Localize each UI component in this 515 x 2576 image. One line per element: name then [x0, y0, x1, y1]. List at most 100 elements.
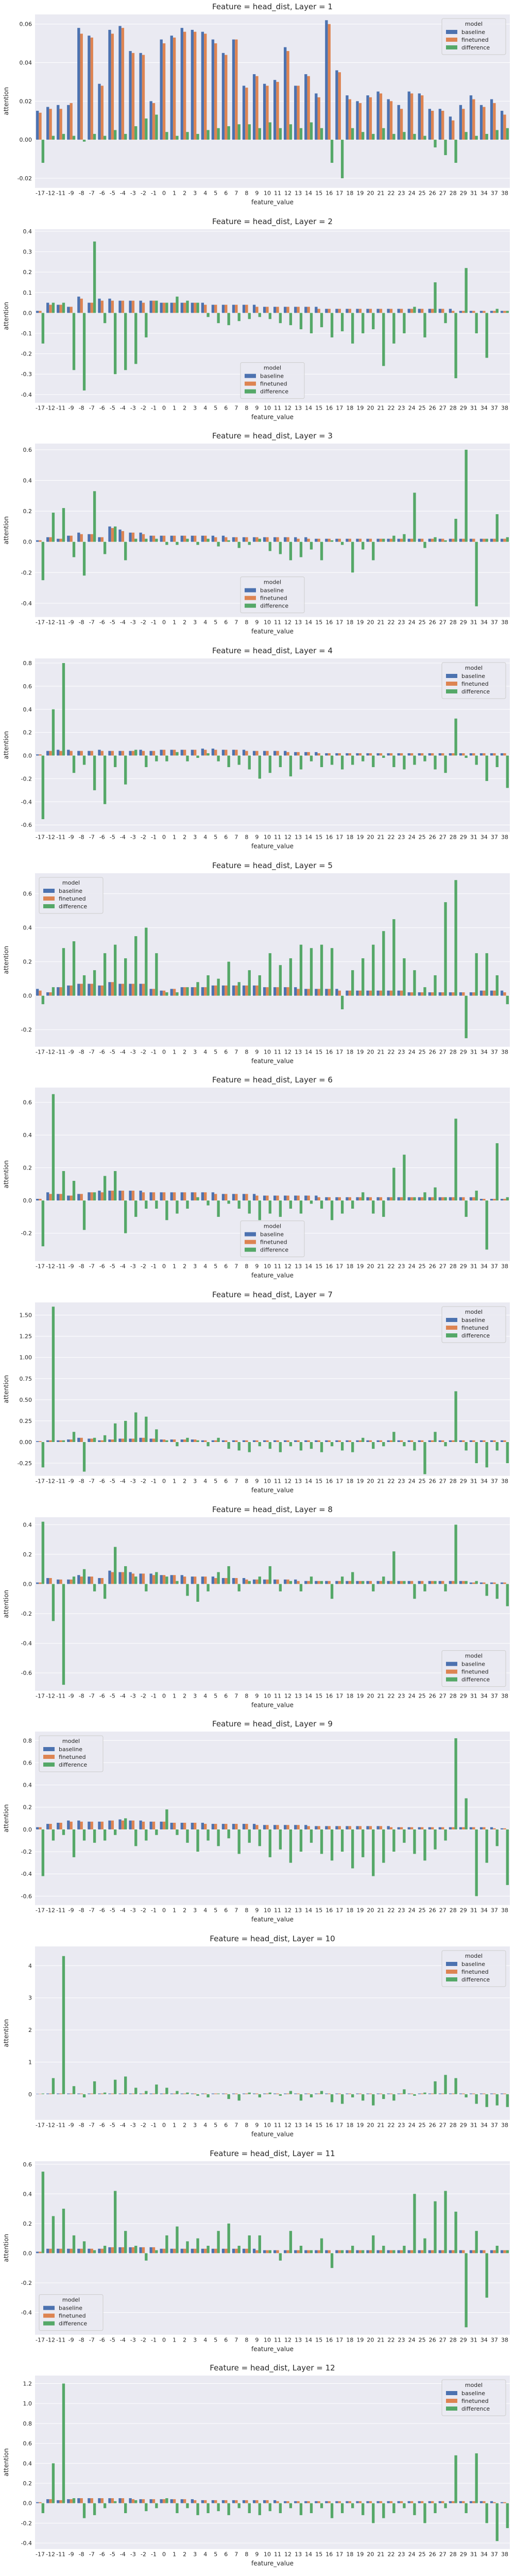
bar-baseline [438, 1827, 442, 1830]
bar-baseline [387, 539, 390, 543]
bar-difference [124, 958, 127, 996]
bar-difference [41, 1829, 45, 1876]
bar-baseline [284, 537, 287, 543]
bar-difference [351, 2503, 354, 2509]
bar-finetuned [276, 1825, 279, 1830]
x-tick-label: 5 [214, 1907, 217, 1914]
bar-finetuned [503, 1828, 506, 1830]
bar-baseline [397, 2250, 400, 2253]
bar-difference [340, 755, 344, 770]
x-tick-label: -1 [151, 1907, 157, 1914]
bar-baseline [500, 753, 504, 756]
legend-frame [441, 1650, 506, 1687]
x-tick-label: 17 [336, 1263, 343, 1270]
bar-finetuned [70, 1579, 73, 1584]
bar-finetuned [307, 1826, 310, 1830]
bar-finetuned [389, 309, 393, 313]
bar-baseline [304, 752, 307, 756]
bar-baseline [294, 1440, 297, 1442]
x-tick-label: 24 [408, 1478, 416, 1485]
bar-baseline [500, 1199, 504, 1201]
x-tick-label: -1 [151, 2551, 157, 2558]
bar-baseline [252, 1579, 256, 1584]
bar-finetuned [317, 539, 320, 543]
x-tick-label: 17 [336, 190, 343, 197]
bar-finetuned [328, 2501, 331, 2503]
bar-difference [237, 1584, 241, 1591]
bar-difference [362, 1581, 365, 1584]
bar-baseline [36, 540, 39, 543]
y-tick-label: 0.8 [23, 2420, 32, 2427]
bar-baseline [449, 309, 452, 313]
bar-baseline [366, 1197, 369, 1201]
bar-baseline [129, 1572, 132, 1584]
bar-finetuned [338, 753, 341, 756]
x-tick-label: 3 [193, 1048, 197, 1055]
chart-title: Feature = head_dist, Layer = 12 [210, 2363, 335, 2373]
x-tick-label: 20 [367, 2551, 374, 2558]
bar-baseline [88, 751, 91, 756]
bar-difference [289, 1200, 293, 1209]
bar-finetuned [204, 304, 207, 313]
x-tick-label: 14 [305, 1907, 312, 1914]
legend-title: model [465, 665, 483, 671]
bar-finetuned [389, 1581, 393, 1584]
bar-baseline [273, 1440, 277, 1442]
bar-difference [186, 2503, 189, 2509]
bar-finetuned [225, 750, 228, 756]
bar-finetuned [420, 753, 424, 756]
bar-baseline [170, 2499, 173, 2503]
bar-baseline [67, 2248, 70, 2253]
x-tick-label: -2 [141, 2336, 146, 2343]
bar-baseline [376, 309, 380, 313]
bar-baseline [438, 539, 442, 543]
x-tick-label: -7 [89, 1478, 95, 1485]
bar-finetuned [121, 1572, 125, 1584]
x-tick-label: 12 [284, 1692, 291, 1699]
x-tick-label: 12 [284, 1478, 291, 1485]
bar-finetuned [100, 1822, 104, 1830]
bar-difference [155, 1429, 158, 1442]
bar-baseline [438, 753, 442, 756]
bar-finetuned [286, 51, 289, 140]
bar-finetuned [441, 111, 444, 140]
bar-baseline [325, 539, 328, 543]
bar-baseline [263, 2250, 266, 2253]
bar-baseline [500, 1828, 504, 1830]
bar-baseline [201, 1192, 204, 1201]
legend-label-finetuned: finetuned [260, 1239, 287, 1246]
bar-finetuned [369, 990, 372, 996]
x-tick-label: 19 [356, 190, 364, 197]
x-tick-label: 28 [450, 1478, 457, 1485]
x-tick-label: -3 [130, 1907, 136, 1914]
bar-difference [299, 1829, 303, 1852]
y-tick-label: -0.2 [21, 775, 32, 782]
bar-difference [62, 1956, 65, 2094]
x-tick-label: -1 [151, 1048, 157, 1055]
bar-finetuned [162, 990, 166, 996]
bar-baseline [252, 537, 256, 543]
bar-baseline [180, 1823, 183, 1830]
x-tick-label: 13 [295, 1263, 302, 1270]
bar-difference [248, 755, 251, 770]
bar-finetuned [152, 1438, 156, 1442]
bar-baseline [387, 99, 390, 140]
bar-difference [495, 2094, 499, 2106]
legend-swatch-difference [445, 1677, 457, 1682]
bar-baseline [356, 1581, 359, 1584]
bar-baseline [46, 1824, 49, 1830]
bar-difference [299, 2094, 303, 2101]
bar-difference [423, 1192, 426, 1201]
y-tick-label: 0.0 [23, 1197, 32, 1204]
bar-baseline [46, 751, 49, 756]
x-tick-label: 11 [274, 1907, 281, 1914]
bar-baseline [294, 1195, 297, 1201]
x-tick-label: 16 [325, 1478, 333, 1485]
x-tick-label: 14 [305, 1692, 312, 1699]
bar-difference [413, 755, 416, 765]
bar-finetuned [452, 1581, 455, 1584]
bar-difference [165, 302, 168, 313]
bar-difference [176, 2226, 179, 2253]
bar-baseline [418, 1440, 421, 1442]
x-tick-label: -6 [99, 190, 105, 197]
